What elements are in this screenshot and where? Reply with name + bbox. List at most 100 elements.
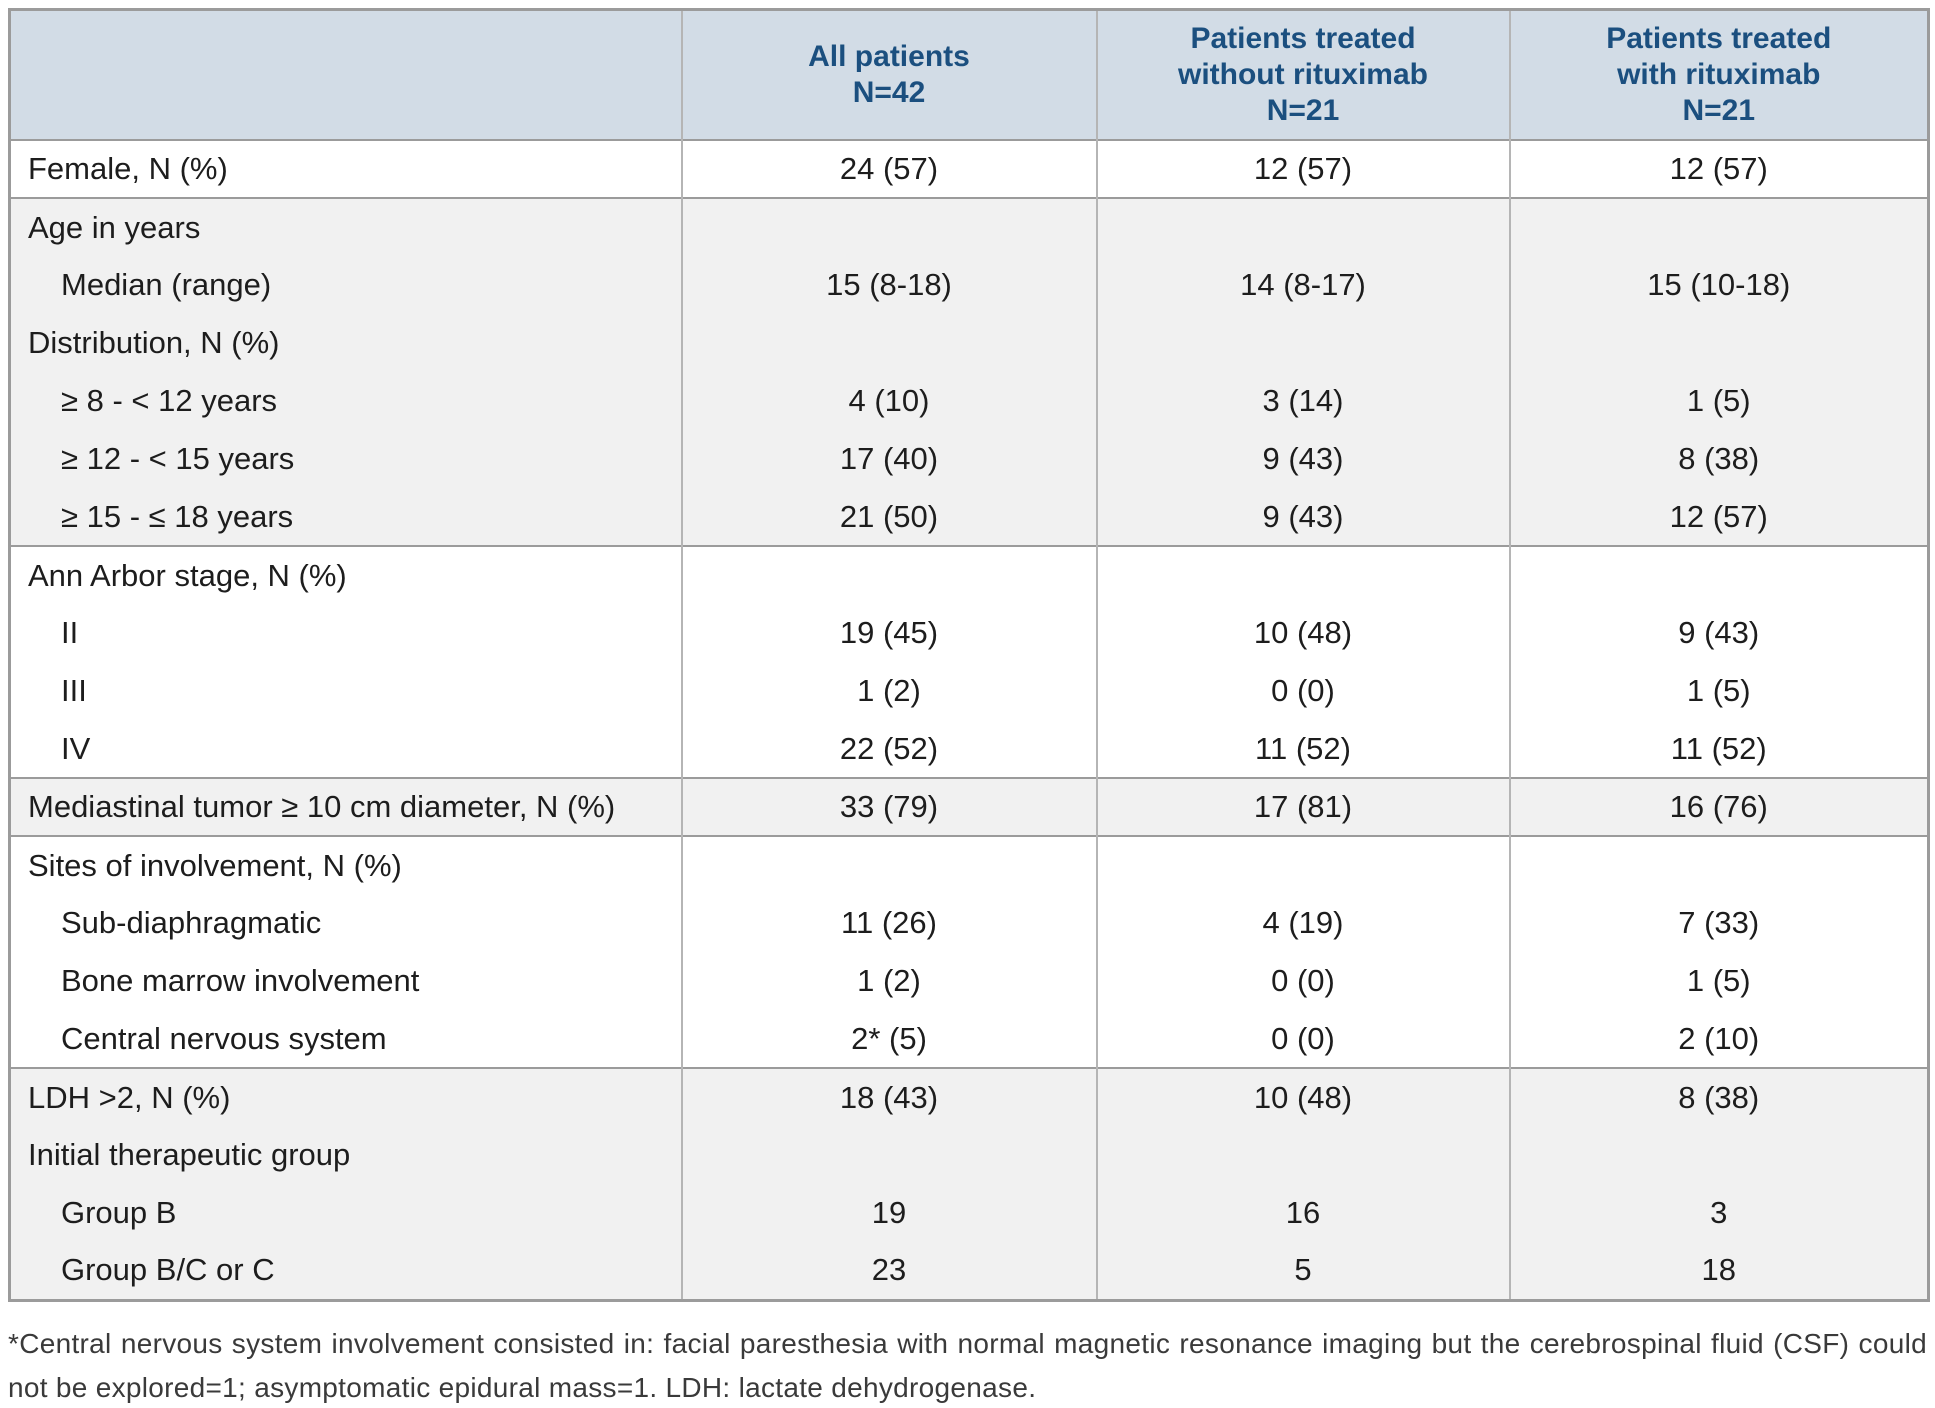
row-label-cell: Central nervous system bbox=[8, 1010, 683, 1068]
header-row: All patients N=42 Patients treated without … bbox=[8, 9, 1930, 140]
table-section: Sites of involvement, N (%) Sub-diaphragm… bbox=[8, 836, 1930, 1068]
value-cell: 4 (10) bbox=[680, 372, 1098, 430]
table-section: Female, N (%) 24 (57) 12 (57) 12 (57) bbox=[8, 140, 1930, 198]
value-cell: 11 (26) bbox=[680, 894, 1098, 952]
patients-table: All patients N=42 Patients treated without … bbox=[8, 8, 1930, 1302]
value-cell: 11 (52) bbox=[1095, 720, 1511, 778]
value-cell: 1 (5) bbox=[1508, 372, 1930, 430]
table-row: ≥ 15 - ≤ 18 years 21 (50) 9 (43) 12 (57) bbox=[8, 488, 1930, 546]
value-cell bbox=[1508, 314, 1930, 372]
column-header-3: Patients treated with rituximab N=21 bbox=[1508, 9, 1930, 140]
value-cell bbox=[1508, 546, 1930, 604]
value-cell: 33 (79) bbox=[680, 778, 1098, 836]
row-label-cell: Distribution, N (%) bbox=[8, 314, 683, 372]
table-row: III 1 (2) 0 (0) 1 (5) bbox=[8, 662, 1930, 720]
table-section: Mediastinal tumor ≥ 10 cm diameter, N (%… bbox=[8, 778, 1930, 836]
column-header-row-labels bbox=[8, 9, 683, 140]
table-row: Group B 19 16 3 bbox=[8, 1184, 1930, 1242]
value-cell: 12 (57) bbox=[1095, 140, 1511, 198]
column-header-line: N=21 bbox=[1266, 94, 1340, 127]
column-header-line: N=21 bbox=[1682, 94, 1756, 127]
value-cell: 12 (57) bbox=[1508, 488, 1930, 546]
table-section: Ann Arbor stage, N (%) II 19 (45) 10 (48) 9 … bbox=[8, 546, 1930, 778]
table-footnote: *Central nervous system involvement cons… bbox=[8, 1327, 1927, 1403]
row-label-cell: LDH >2, N (%) bbox=[8, 1068, 683, 1126]
value-cell: 1 (5) bbox=[1508, 952, 1930, 1010]
value-cell: 2* (5) bbox=[680, 1010, 1098, 1068]
value-cell: 0 (0) bbox=[1095, 1010, 1511, 1068]
value-cell: 7 (33) bbox=[1508, 894, 1930, 952]
table-row: IV 22 (52) 11 (52) 11 (52) bbox=[8, 720, 1930, 778]
value-cell: 12 (57) bbox=[1508, 140, 1930, 198]
table-row: ≥ 8 - < 12 years 4 (10) 3 (14) 1 (5) bbox=[8, 372, 1930, 430]
table-row: Age in years bbox=[8, 198, 1930, 256]
value-cell: 15 (8-18) bbox=[680, 256, 1098, 314]
value-cell: 22 (52) bbox=[680, 720, 1098, 778]
table-row: Female, N (%) 24 (57) 12 (57) 12 (57) bbox=[8, 140, 1930, 198]
table-row: Ann Arbor stage, N (%) bbox=[8, 546, 1930, 604]
table-section: LDH >2, N (%) 18 (43) 10 (48) 8 (38) Initial… bbox=[8, 1068, 1930, 1300]
value-cell: 1 (5) bbox=[1508, 662, 1930, 720]
table-row: Distribution, N (%) bbox=[8, 314, 1930, 372]
row-label-cell: Bone marrow involvement bbox=[8, 952, 683, 1010]
row-label-cell: ≥ 12 - < 15 years bbox=[8, 430, 683, 488]
row-label-cell: ≥ 8 - < 12 years bbox=[8, 372, 683, 430]
value-cell: 0 (0) bbox=[1095, 662, 1511, 720]
value-cell bbox=[680, 836, 1098, 894]
value-cell: 0 (0) bbox=[1095, 952, 1511, 1010]
value-cell: 2 (10) bbox=[1508, 1010, 1930, 1068]
value-cell: 23 bbox=[680, 1242, 1098, 1300]
row-label-cell: Group B/C or C bbox=[8, 1242, 683, 1300]
row-label-cell: Initial therapeutic group bbox=[8, 1126, 683, 1184]
value-cell: 18 (43) bbox=[680, 1068, 1098, 1126]
table-row: Median (range) 15 (8-18) 14 (8-17) 15 (10-1… bbox=[8, 256, 1930, 314]
value-cell: 17 (40) bbox=[680, 430, 1098, 488]
value-cell: 10 (48) bbox=[1095, 604, 1511, 662]
table-row: Bone marrow involvement 1 (2) 0 (0) 1 (5) bbox=[8, 952, 1930, 1010]
value-cell: 14 (8-17) bbox=[1095, 256, 1511, 314]
value-cell: 18 bbox=[1508, 1242, 1930, 1300]
value-cell bbox=[1095, 1126, 1511, 1184]
row-label-cell: II bbox=[8, 604, 683, 662]
value-cell: 1 (2) bbox=[680, 662, 1098, 720]
table-row: Sites of involvement, N (%) bbox=[8, 836, 1930, 894]
value-cell bbox=[1508, 1126, 1930, 1184]
value-cell: 8 (38) bbox=[1508, 1068, 1930, 1126]
table-row: Central nervous system 2* (5) 0 (0) 2 (10) bbox=[8, 1010, 1930, 1068]
row-label-cell: Group B bbox=[8, 1184, 683, 1242]
row-label-cell: ≥ 15 - ≤ 18 years bbox=[8, 488, 683, 546]
table-row: II 19 (45) 10 (48) 9 (43) bbox=[8, 604, 1930, 662]
value-cell: 21 (50) bbox=[680, 488, 1098, 546]
value-cell bbox=[1508, 198, 1930, 256]
value-cell: 9 (43) bbox=[1508, 604, 1930, 662]
value-cell bbox=[1095, 836, 1511, 894]
value-cell: 19 bbox=[680, 1184, 1098, 1242]
column-header-line: Patients treated bbox=[1190, 22, 1416, 55]
column-header-2: Patients treated without rituximab N=21 bbox=[1095, 9, 1511, 140]
row-label-cell: Mediastinal tumor ≥ 10 cm diameter, N (%… bbox=[8, 778, 683, 836]
table-row: Initial therapeutic group bbox=[8, 1126, 1930, 1184]
value-cell bbox=[1095, 314, 1511, 372]
value-cell: 15 (10-18) bbox=[1508, 256, 1930, 314]
table-row: Group B/C or C 23 5 18 bbox=[8, 1242, 1930, 1300]
value-cell: 1 (2) bbox=[680, 952, 1098, 1010]
row-label-cell: III bbox=[8, 662, 683, 720]
value-cell: 10 (48) bbox=[1095, 1068, 1511, 1126]
value-cell: 5 bbox=[1095, 1242, 1511, 1300]
row-label-cell: Median (range) bbox=[8, 256, 683, 314]
value-cell bbox=[680, 1126, 1098, 1184]
value-cell: 3 (14) bbox=[1095, 372, 1511, 430]
row-label-cell: Sites of involvement, N (%) bbox=[8, 836, 683, 894]
column-header-line: All patients bbox=[808, 40, 970, 73]
value-cell: 17 (81) bbox=[1095, 778, 1511, 836]
value-cell: 19 (45) bbox=[680, 604, 1098, 662]
value-cell: 3 bbox=[1508, 1184, 1930, 1242]
column-header-1: All patients N=42 bbox=[680, 9, 1098, 140]
value-cell: 16 (76) bbox=[1508, 778, 1930, 836]
table-row: ≥ 12 - < 15 years 17 (40) 9 (43) 8 (38) bbox=[8, 430, 1930, 488]
table-section: Age in years Median (range) 15 (8-18) 14 (8… bbox=[8, 198, 1930, 546]
table-row: Mediastinal tumor ≥ 10 cm diameter, N (%… bbox=[8, 778, 1930, 836]
column-header-line: N=42 bbox=[852, 76, 926, 109]
value-cell: 16 bbox=[1095, 1184, 1511, 1242]
